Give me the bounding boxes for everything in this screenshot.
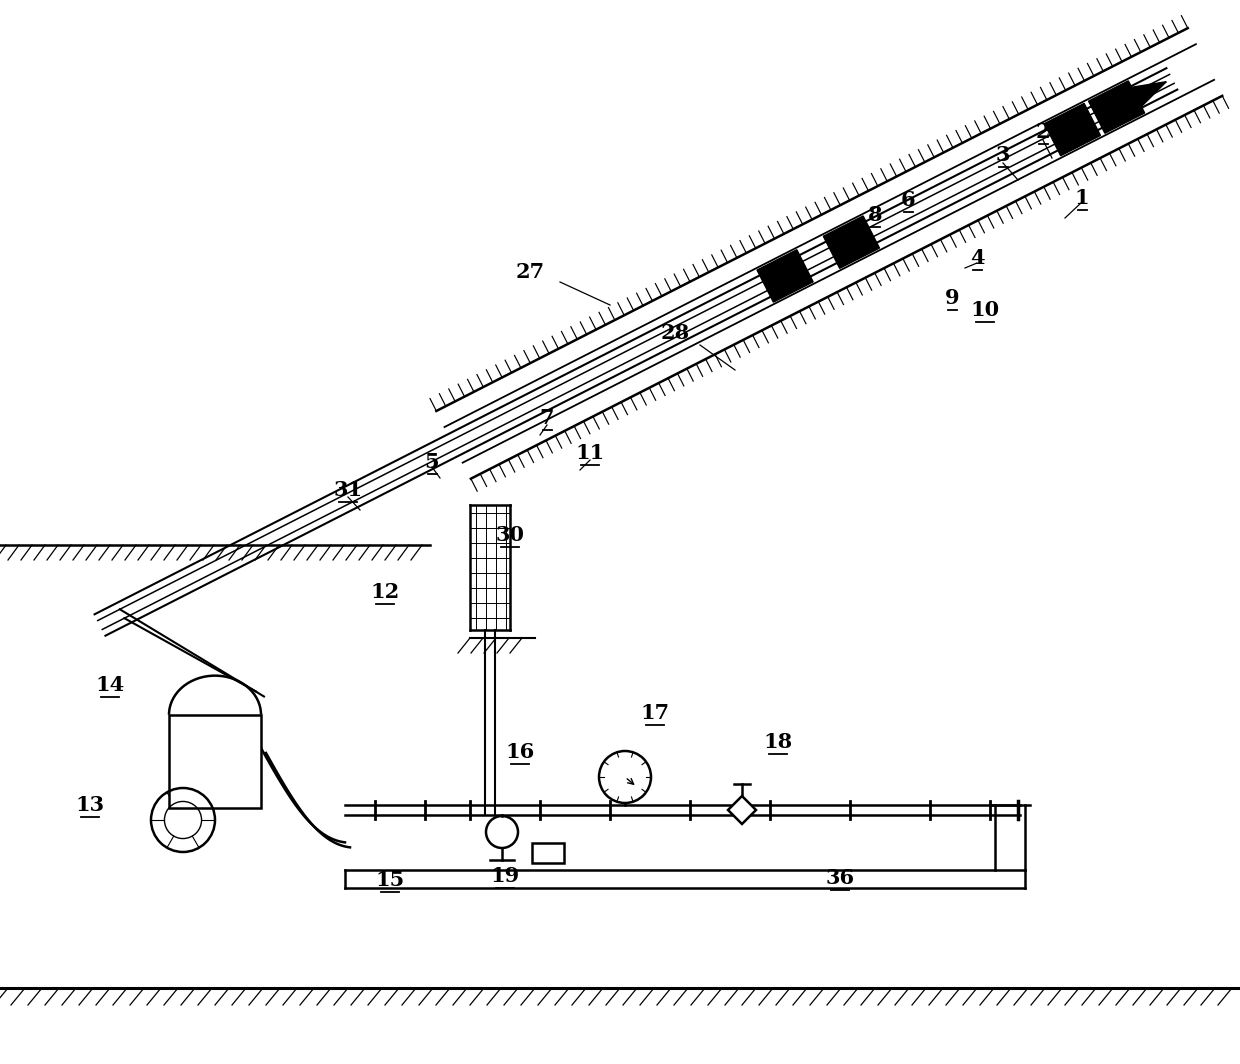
Text: 2: 2 bbox=[1035, 122, 1050, 142]
Text: 19: 19 bbox=[490, 866, 520, 886]
Text: 4: 4 bbox=[970, 248, 985, 268]
Text: 7: 7 bbox=[539, 408, 554, 428]
Text: 8: 8 bbox=[868, 205, 882, 225]
Text: 18: 18 bbox=[764, 732, 792, 752]
Text: 1: 1 bbox=[1075, 188, 1089, 207]
Polygon shape bbox=[1089, 81, 1145, 133]
Polygon shape bbox=[823, 216, 879, 268]
Text: 17: 17 bbox=[640, 703, 670, 724]
Text: 5: 5 bbox=[424, 452, 439, 472]
Text: 14: 14 bbox=[95, 675, 125, 695]
Polygon shape bbox=[728, 796, 756, 824]
Text: 28: 28 bbox=[661, 323, 689, 343]
Text: 9: 9 bbox=[945, 288, 960, 307]
Bar bbox=[169, 715, 260, 808]
Text: 31: 31 bbox=[334, 480, 362, 500]
Text: 27: 27 bbox=[516, 262, 544, 282]
Text: 10: 10 bbox=[971, 300, 999, 320]
Text: 15: 15 bbox=[376, 870, 404, 890]
Text: 16: 16 bbox=[506, 742, 534, 762]
Text: 6: 6 bbox=[900, 190, 915, 210]
Polygon shape bbox=[758, 250, 813, 302]
Bar bbox=[532, 843, 564, 863]
Polygon shape bbox=[1044, 103, 1100, 155]
Text: 12: 12 bbox=[371, 582, 399, 602]
Text: 11: 11 bbox=[575, 443, 605, 463]
Text: 30: 30 bbox=[496, 525, 525, 545]
Polygon shape bbox=[1127, 82, 1167, 110]
Text: 36: 36 bbox=[826, 868, 854, 888]
Text: 13: 13 bbox=[76, 795, 104, 815]
Text: 3: 3 bbox=[996, 145, 1011, 165]
